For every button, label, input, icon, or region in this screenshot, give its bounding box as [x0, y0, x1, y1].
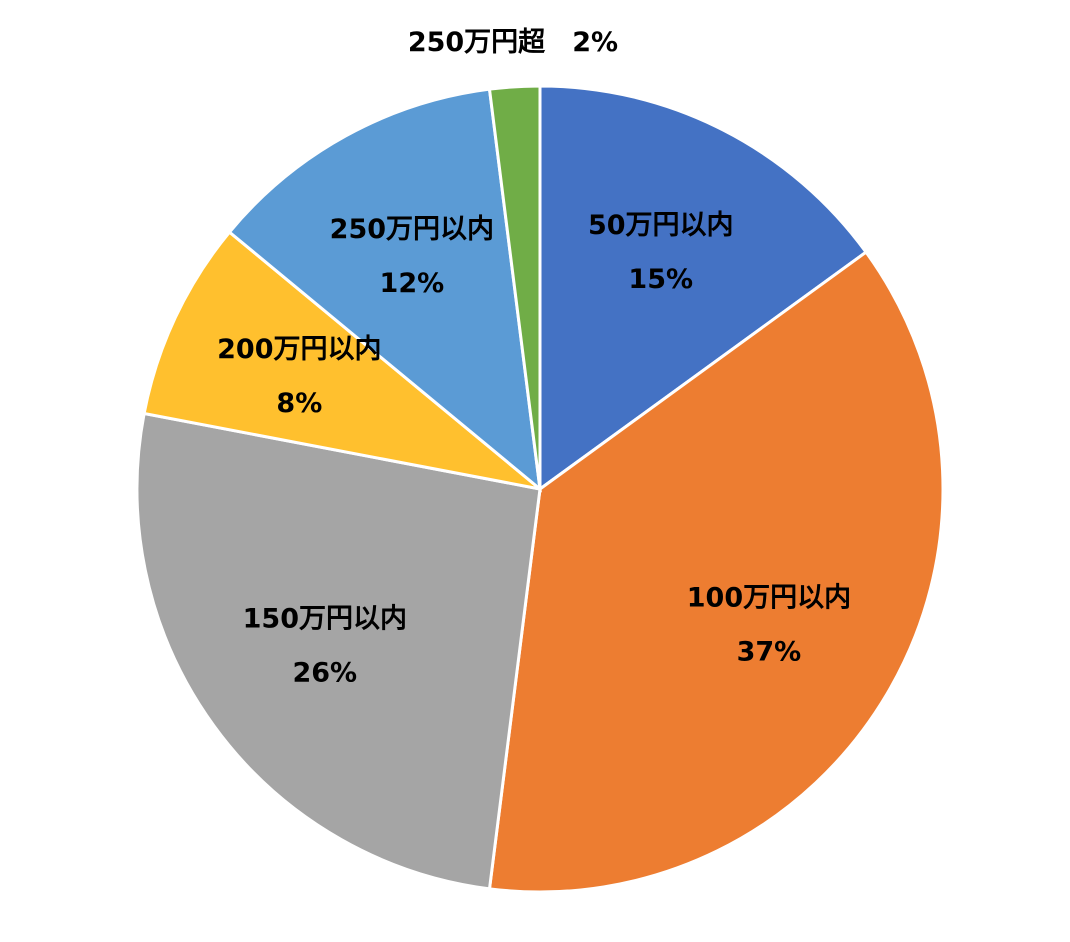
data-label-2: 150万円以内 26%	[243, 603, 407, 688]
pie-slice-1	[487, 250, 945, 894]
pie-slice-3	[142, 230, 541, 491]
slice-category-label: 200万円以内	[217, 334, 381, 365]
data-label-0: 50万円以内 15%	[588, 210, 734, 295]
slice-category-label: 250万円超	[408, 27, 572, 58]
slice-category-label: 150万円以内	[243, 603, 407, 634]
pie-slice-5	[487, 84, 542, 490]
slice-percent-label: 15%	[628, 264, 693, 295]
pie-slice-2	[135, 411, 542, 891]
data-labels: 50万円以内 15% 100万円以内 37% 150万円以内 26% 200万円以内 8% 25…	[217, 27, 851, 688]
data-label-4: 250万円以内 12%	[330, 214, 494, 299]
pie-slice-0	[538, 84, 869, 492]
slice-percent-label: 2%	[572, 27, 618, 58]
slice-percent-label: 37%	[737, 636, 802, 667]
pie-slices	[135, 84, 945, 894]
data-label-3: 200万円以内 8%	[217, 334, 381, 419]
slice-percent-label: 26%	[292, 657, 357, 688]
pie-slice-4	[227, 87, 542, 493]
slice-category-label: 250万円以内	[330, 214, 494, 245]
data-label-1: 100万円以内 37%	[687, 582, 851, 667]
slice-category-label: 100万円以内	[687, 582, 851, 613]
slice-percent-label: 12%	[380, 268, 445, 299]
data-label-5: 250万円超 2%	[408, 27, 618, 58]
slice-category-label: 50万円以内	[588, 210, 734, 241]
slice-percent-label: 8%	[276, 388, 322, 419]
